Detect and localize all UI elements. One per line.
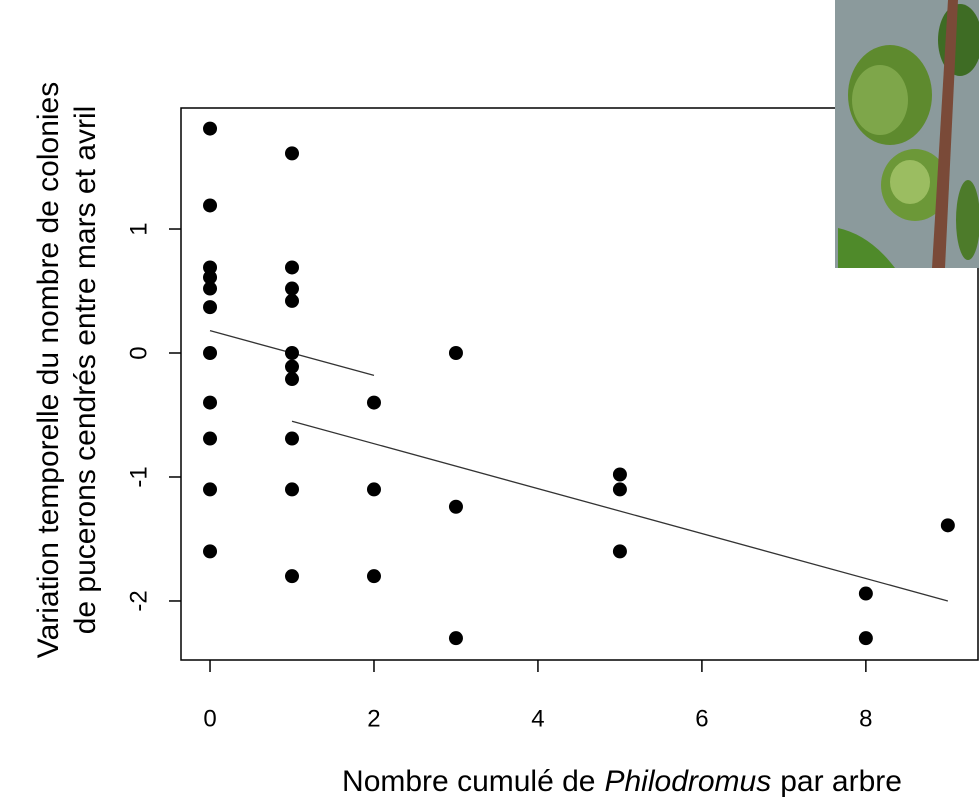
x-tick-label: 4 bbox=[531, 705, 544, 732]
point bbox=[285, 372, 299, 386]
x-tick-label: 6 bbox=[695, 705, 708, 732]
x-axis-label: Nombre cumulé de Philodromus par arbre bbox=[342, 765, 902, 798]
x-axis-label-part: Philodromus bbox=[604, 765, 771, 798]
x-axis-label-part: par arbre bbox=[780, 765, 902, 798]
point bbox=[203, 544, 217, 558]
point bbox=[285, 146, 299, 160]
point bbox=[203, 282, 217, 296]
x-axis-label-part: Nombre cumulé de bbox=[342, 765, 595, 798]
point bbox=[285, 282, 299, 296]
y-axis-label-line: Variation temporelle du nombre de coloni… bbox=[32, 82, 65, 658]
point bbox=[613, 482, 627, 496]
point bbox=[203, 396, 217, 410]
x-tick-label: 0 bbox=[203, 705, 216, 732]
y-tick-label: 1 bbox=[125, 222, 152, 235]
x-tick-label: 8 bbox=[859, 705, 872, 732]
point bbox=[203, 346, 217, 360]
point bbox=[285, 482, 299, 496]
point bbox=[367, 482, 381, 496]
y-tick-label: -2 bbox=[125, 590, 152, 611]
point bbox=[203, 122, 217, 136]
point bbox=[203, 198, 217, 212]
point bbox=[613, 468, 627, 482]
point bbox=[285, 569, 299, 583]
point bbox=[285, 360, 299, 374]
y-axis-label: Variation temporelle du nombre de coloni… bbox=[32, 82, 102, 658]
point bbox=[449, 500, 463, 514]
point bbox=[367, 569, 381, 583]
aphid-photo bbox=[835, 0, 979, 268]
y-axis-label-line: de pucerons cendrés entre mars et avril bbox=[69, 106, 102, 635]
point bbox=[613, 544, 627, 558]
point bbox=[449, 346, 463, 360]
x-tick-label: 2 bbox=[367, 705, 380, 732]
point bbox=[285, 346, 299, 360]
point bbox=[203, 482, 217, 496]
point bbox=[859, 587, 873, 601]
fit-line bbox=[292, 421, 948, 601]
point bbox=[285, 432, 299, 446]
point bbox=[941, 518, 955, 532]
point bbox=[285, 294, 299, 308]
point bbox=[203, 300, 217, 314]
point bbox=[449, 631, 463, 645]
point bbox=[285, 260, 299, 274]
point bbox=[367, 396, 381, 410]
point bbox=[859, 631, 873, 645]
point bbox=[203, 432, 217, 446]
y-tick-label: -1 bbox=[125, 466, 152, 487]
y-tick-label: 0 bbox=[125, 346, 152, 359]
chart: 0 2 4 6 8 -2 -1 0 1 Variation temporelle du nombr… bbox=[0, 0, 979, 811]
